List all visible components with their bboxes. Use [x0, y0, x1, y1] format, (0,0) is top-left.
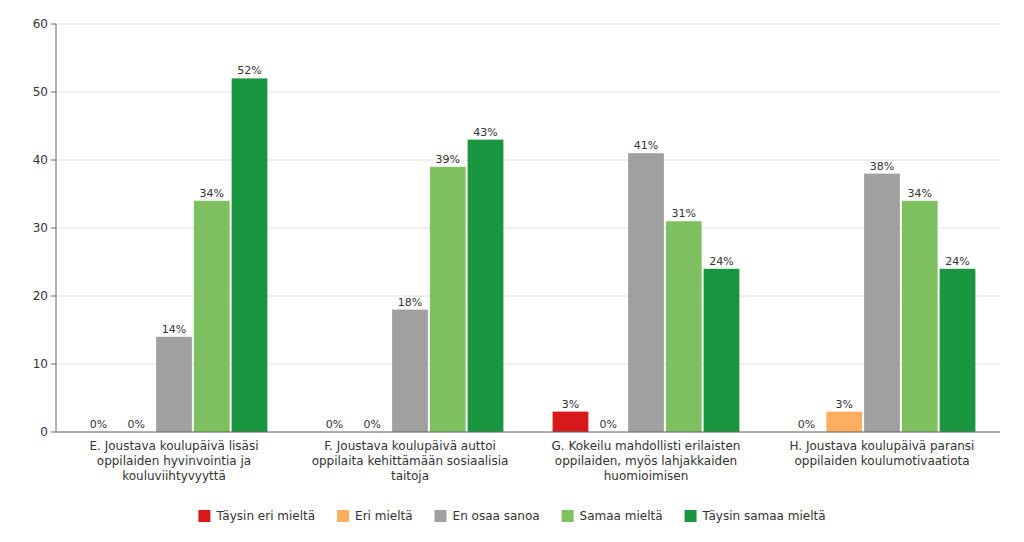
bar: [392, 310, 428, 432]
x-tick-label-line: H. Joustava koulupäivä paransi: [790, 439, 975, 453]
legend-item: Samaa mieltä: [562, 509, 663, 523]
y-tick-label: 60: [33, 17, 48, 31]
x-tick-label-line: taitoja: [391, 469, 429, 483]
bar: [666, 221, 702, 432]
data-label: 52%: [237, 64, 261, 77]
y-tick-label: 10: [33, 357, 48, 371]
y-tick: [51, 432, 56, 433]
legend-item: Eri mieltä: [337, 509, 412, 523]
x-tick-label-line: G. Kokeilu mahdollisti erilaisten: [552, 439, 741, 453]
data-labels: 0% 0% 3% 0% 0% 0% 0% 3% 14% 18% 41% 38% 34% 39% 31% 34%…: [90, 64, 970, 431]
bar: [940, 269, 976, 432]
legend-label: Täysin samaa mieltä: [702, 509, 826, 523]
x-tick-label: H. Joustava koulupäivä paransioppilaiden…: [790, 439, 975, 468]
bar: [156, 337, 192, 432]
legend-swatch: [198, 510, 210, 522]
legend-item: En osaa sanoa: [435, 509, 540, 523]
y-tick: [51, 228, 56, 229]
data-label: 0%: [326, 418, 343, 431]
x-tick-label-line: E. Joustava koulupäivä lisäsi: [89, 439, 258, 453]
data-label: 0%: [90, 418, 107, 431]
bar: [704, 269, 740, 432]
y-tick: [51, 160, 56, 161]
legend-item: Täysin eri mieltä: [198, 509, 315, 523]
data-label: 39%: [436, 153, 460, 166]
y-tick: [51, 296, 56, 297]
legend-swatch: [337, 510, 349, 522]
y-tick-label: 40: [33, 153, 48, 167]
legend-label: En osaa sanoa: [453, 509, 540, 523]
bar: [194, 201, 230, 432]
data-label: 14%: [162, 323, 186, 336]
grid: [56, 24, 1000, 432]
data-label: 0%: [600, 418, 617, 431]
data-label: 0%: [798, 418, 815, 431]
y-tick: [51, 92, 56, 93]
y-tick-label: 0: [40, 425, 48, 439]
x-tick-label-line: oppilaiden, myös lahjakkaiden: [555, 454, 737, 468]
x-tick-label: E. Joustava koulupäivä lisäsioppilaiden …: [89, 439, 258, 483]
data-label: 38%: [870, 160, 894, 173]
y-tick: [51, 24, 56, 25]
grid-line: [56, 24, 1000, 25]
data-label: 24%: [945, 255, 969, 268]
data-label: 43%: [473, 126, 497, 139]
grid-line: [56, 92, 1000, 93]
y-tick-label: 50: [33, 85, 48, 99]
data-label: 34%: [200, 187, 224, 200]
chart: 0 10 20 30 40 50 60 0% 0% 3% 0% 0% 0% 0% 3% 14% 18% 41% 38…: [0, 0, 1024, 542]
data-label: 0%: [128, 418, 145, 431]
x-tick-label-line: oppilaita kehittämään sosiaalisia: [312, 454, 509, 468]
bar: [628, 153, 664, 432]
data-label: 3%: [836, 398, 853, 411]
bar: [553, 412, 589, 432]
data-label: 0%: [364, 418, 381, 431]
bar: [430, 167, 466, 432]
x-axis: E. Joustava koulupäivä lisäsioppilaiden …: [56, 432, 1000, 483]
y-tick: [51, 364, 56, 365]
bar: [232, 78, 268, 432]
legend: Täysin eri mieltä Eri mieltä En osaa sanoa…: [198, 509, 825, 523]
data-label: 24%: [709, 255, 733, 268]
x-tick-label-line: kouluviihtyvyyttä: [122, 469, 226, 483]
bar: [826, 412, 862, 432]
bars: [156, 78, 975, 432]
bar: [902, 201, 938, 432]
bar: [864, 174, 900, 432]
data-label: 18%: [398, 296, 422, 309]
y-tick-label: 30: [33, 221, 48, 235]
data-label: 34%: [908, 187, 932, 200]
x-axis-line: [56, 432, 1000, 433]
legend-item: Täysin samaa mieltä: [685, 509, 826, 523]
x-tick-label-line: huomioimisen: [604, 469, 689, 483]
y-tick-label: 20: [33, 289, 48, 303]
x-tick-label-line: oppilaiden hyvinvointia ja: [97, 454, 251, 468]
legend-swatch: [685, 510, 697, 522]
bar: [468, 140, 504, 432]
legend-label: Täysin eri mieltä: [215, 509, 315, 523]
data-label: 41%: [634, 139, 658, 152]
legend-swatch: [435, 510, 447, 522]
grid-line: [56, 432, 1000, 433]
y-axis: 0 10 20 30 40 50 60: [33, 17, 56, 439]
chart-container: 0 10 20 30 40 50 60 0% 0% 3% 0% 0% 0% 0% 3% 14% 18% 41% 38…: [0, 0, 1024, 542]
data-label: 3%: [562, 398, 579, 411]
x-tick-label: G. Kokeilu mahdollisti erilaistenoppilai…: [552, 439, 741, 483]
data-label: 31%: [672, 207, 696, 220]
legend-label: Eri mieltä: [355, 509, 412, 523]
y-axis-line: [56, 24, 57, 432]
legend-swatch: [562, 510, 574, 522]
x-tick-label-line: oppilaiden koulumotivaatiota: [794, 454, 969, 468]
grid-line: [56, 160, 1000, 161]
legend-label: Samaa mieltä: [580, 509, 663, 523]
x-tick-label-line: F. Joustava koulupäivä auttoi: [324, 439, 496, 453]
x-tick-label: F. Joustava koulupäivä auttoioppilaita k…: [312, 439, 509, 483]
